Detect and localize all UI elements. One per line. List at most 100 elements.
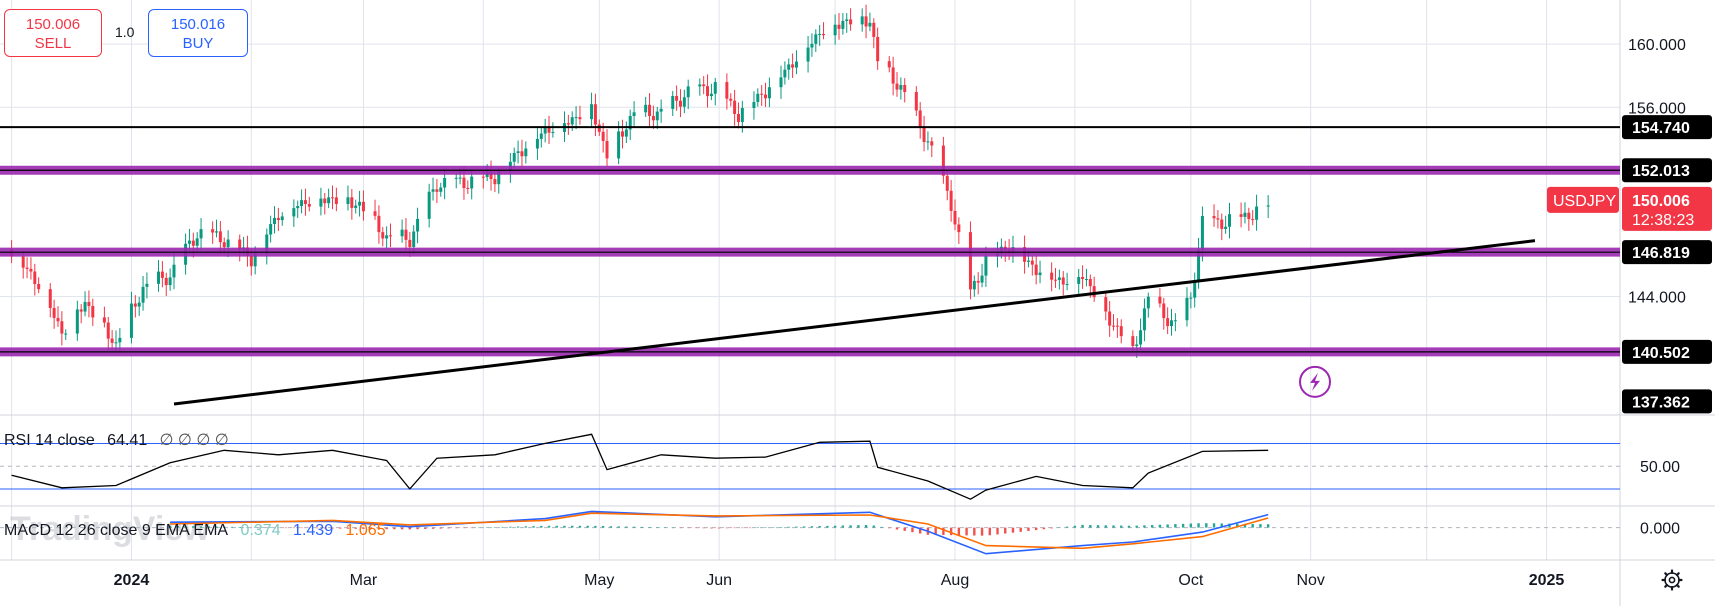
settings-gear-icon[interactable] — [1660, 568, 1684, 592]
macd-histogram-bar — [369, 527, 373, 529]
macd-histogram-bar — [323, 527, 326, 529]
horizontal-levels[interactable] — [0, 126, 1620, 357]
macd-histogram-bar — [223, 526, 226, 528]
macd-histogram-bar — [656, 527, 659, 528]
candle-body — [1212, 216, 1216, 219]
price-axis[interactable]: 160.000 156.000 144.000 154.740 152.013 146.8… — [1547, 37, 1712, 538]
candle-body — [1255, 206, 1259, 220]
candle-body — [945, 175, 949, 191]
level-price-tag[interactable] — [1622, 339, 1712, 364]
candle-body — [794, 61, 798, 68]
macd-histogram-bar — [408, 527, 412, 530]
level-price-tag[interactable] — [1622, 389, 1712, 414]
candle-body — [1200, 216, 1204, 250]
macd-histogram-bar — [339, 527, 342, 529]
candle-body — [1030, 260, 1034, 265]
candle-body — [172, 264, 176, 278]
candle-body — [678, 100, 682, 107]
macd-histogram-bar — [176, 525, 180, 528]
macd-histogram-bar — [1236, 523, 1239, 528]
candle-body — [199, 229, 203, 239]
macd-histogram-bar — [354, 527, 357, 529]
trend-line[interactable] — [173, 239, 1536, 406]
macd-histogram-bar — [393, 527, 396, 530]
candle-body — [1077, 276, 1081, 284]
macd-histogram-bar — [918, 527, 922, 534]
macd-legend[interactable]: MACD 12 26 close 9 EMA EMA 0.374 1.439 1… — [4, 522, 394, 540]
sell-button[interactable]: 150.006 SELL — [4, 9, 102, 57]
macd-histogram-bar — [764, 527, 767, 528]
macd-histogram-bar — [888, 527, 891, 529]
candle-body — [361, 201, 365, 212]
macd-histogram-bar — [625, 526, 628, 528]
macd-histogram-bar — [1135, 525, 1138, 528]
candle-body — [168, 277, 172, 286]
candle-body — [48, 289, 52, 309]
time-axis[interactable]: 2024 Mar May Jun Aug Oct Nov 2025 — [114, 572, 1565, 589]
candle-body — [632, 112, 636, 117]
candle-body — [520, 151, 524, 157]
candle-body — [226, 239, 230, 248]
trend-line-segment[interactable] — [173, 239, 1536, 406]
last-price-text: 150.006 — [1632, 193, 1690, 210]
candle-body — [539, 133, 543, 139]
candle-body — [1158, 296, 1162, 304]
macd-histogram-bar — [238, 526, 241, 528]
candle-body — [818, 34, 822, 36]
macd-histogram-bar — [1104, 525, 1107, 528]
order-quantity[interactable]: 1.0 — [115, 24, 135, 40]
macd-histogram-bar — [1120, 525, 1123, 528]
macd-histogram-bar — [292, 527, 296, 529]
rsi-legend[interactable]: RSI 14 close 64.41 ∅ ∅ ∅ ∅ — [4, 430, 237, 450]
level-price-text: 146.819 — [1632, 245, 1690, 262]
candle-body — [404, 229, 408, 240]
last-price-tag[interactable] — [1622, 186, 1712, 231]
macd-histogram-bar — [269, 527, 272, 528]
candle-body — [373, 211, 377, 216]
macd-histogram-bar — [455, 527, 458, 529]
candle-body — [331, 197, 335, 199]
candle-body — [1026, 260, 1030, 262]
level-price-text: 137.362 — [1632, 394, 1690, 411]
candle-body — [1173, 320, 1177, 322]
candle-body — [114, 342, 118, 344]
candle-body — [133, 303, 137, 307]
candle-body — [624, 129, 628, 137]
candle-body — [605, 140, 609, 159]
macd-histogram-bar — [385, 527, 388, 530]
candle-body — [1054, 279, 1058, 281]
candle-body — [1266, 205, 1270, 207]
macd-histogram-bar — [362, 527, 365, 529]
candle-body — [60, 321, 64, 334]
candle-body — [1034, 264, 1038, 276]
macd-pane — [0, 510, 1620, 555]
macd-histogram-bar — [818, 526, 821, 528]
candle-body — [1162, 303, 1166, 319]
candle-body — [814, 34, 818, 44]
symbol-tag[interactable] — [1547, 186, 1619, 213]
candle-body — [1247, 212, 1251, 220]
macd-histogram-bar — [1220, 523, 1223, 528]
macd-histogram-bar — [609, 526, 613, 528]
buy-button[interactable]: 150.016 BUY — [148, 9, 248, 57]
candle-body — [427, 191, 431, 219]
candle-body — [493, 179, 497, 185]
rsi-title: RSI 14 close — [4, 432, 95, 449]
candle-body — [524, 148, 528, 157]
candle-body — [1108, 311, 1112, 326]
candle-body — [593, 104, 597, 125]
level-price-tag[interactable] — [1622, 240, 1712, 265]
macd-histogram-bar — [168, 525, 172, 528]
candle-body — [253, 252, 257, 267]
macd-histogram-bar — [702, 527, 705, 529]
macd-line — [170, 510, 1269, 555]
rsi-pane — [0, 433, 1620, 500]
candle-body — [887, 61, 891, 68]
candle-body — [733, 100, 737, 114]
candle-body — [1251, 219, 1255, 221]
candle-body — [1170, 320, 1174, 327]
level-price-tag[interactable] — [1622, 115, 1712, 140]
candle-body — [644, 104, 648, 113]
level-price-tag[interactable] — [1622, 158, 1712, 183]
